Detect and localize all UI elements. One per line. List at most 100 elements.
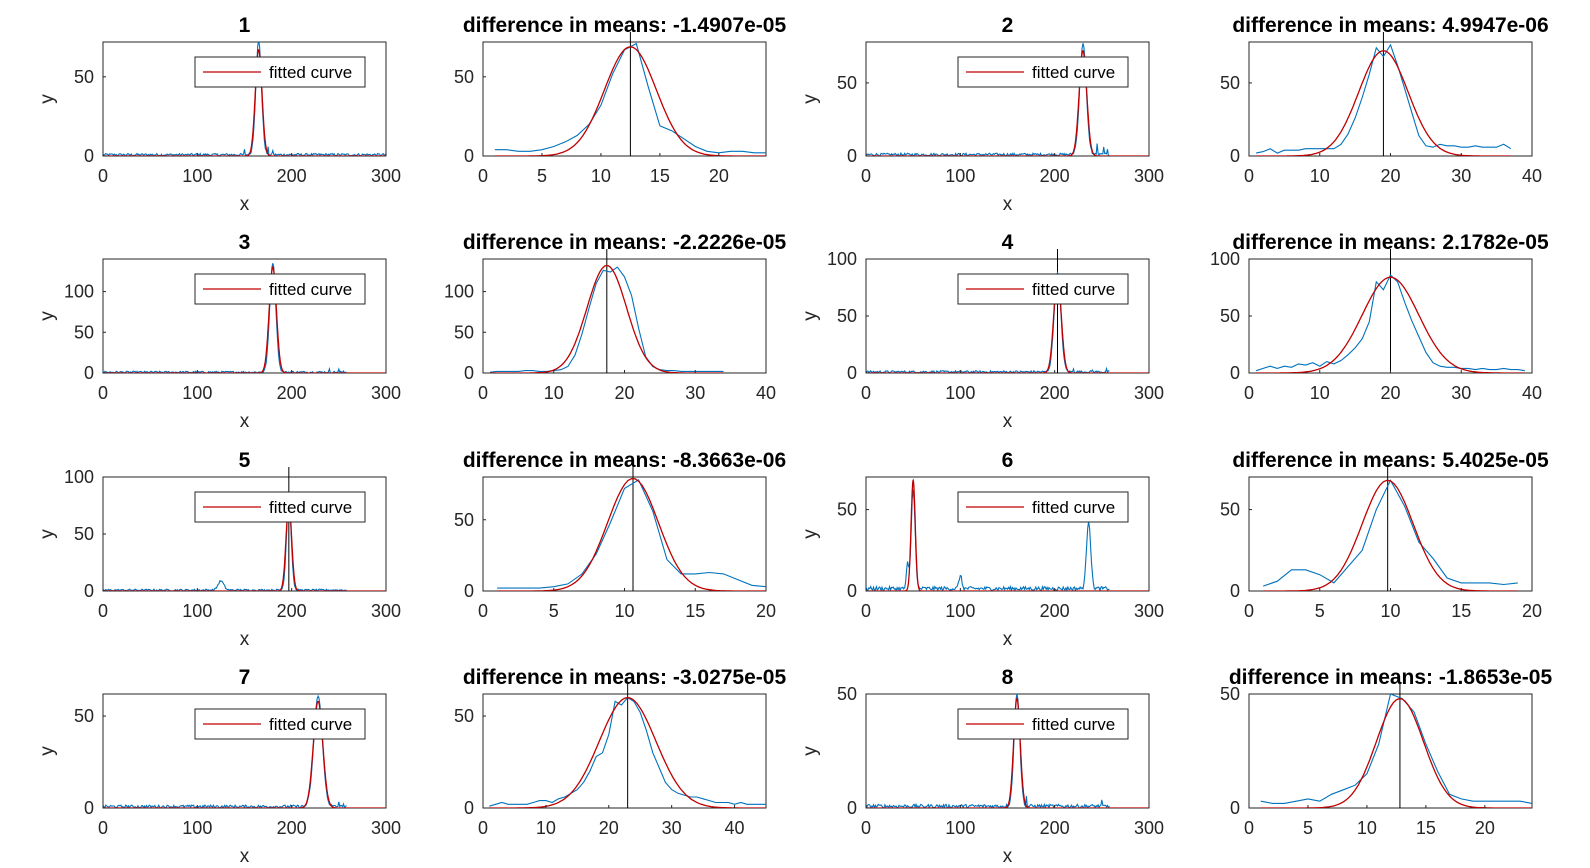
x-tick-label: 0 — [1244, 601, 1254, 621]
panel-title: difference in means: -8.3663e-06 — [463, 449, 786, 472]
x-tick-label: 15 — [1451, 601, 1471, 621]
x-tick-label: 5 — [549, 601, 559, 621]
legend: fitted curve — [957, 56, 1129, 88]
panel-p4: 0 10 20 30 40 0 50 difference in means: 4.9947e… — [1220, 14, 1549, 186]
y-tick-label: 50 — [74, 67, 94, 87]
x-axis-label: x — [1003, 846, 1013, 867]
fitted-curve-line — [1260, 697, 1532, 808]
series-group — [1260, 694, 1532, 808]
legend: fitted curve — [194, 273, 366, 305]
fitted-curve-line — [494, 46, 766, 156]
y-tick-label: 50 — [454, 322, 474, 342]
series-group — [103, 42, 386, 156]
x-tick-label: 0 — [98, 383, 108, 403]
x-tick-label: 10 — [544, 383, 564, 403]
panel-title: 3 — [239, 231, 251, 254]
y-tick-label: 50 — [74, 322, 94, 342]
x-tick-label: 20 — [1380, 383, 1400, 403]
panel-p14: 0 10 20 30 40 0 50 difference in means: -3.0275… — [454, 666, 787, 838]
x-tick-label: 0 — [861, 601, 871, 621]
y-tick-label: 0 — [84, 146, 94, 166]
x-tick-label: 200 — [1040, 166, 1070, 186]
x-tick-label: 300 — [1134, 601, 1164, 621]
x-tick-label: 20 — [599, 818, 619, 838]
x-tick-label: 100 — [182, 601, 212, 621]
x-tick-label: 5 — [1315, 601, 1325, 621]
series-group — [866, 43, 1149, 156]
x-tick-label: 20 — [1380, 166, 1400, 186]
x-tick-label: 300 — [1134, 383, 1164, 403]
x-tick-label: 100 — [945, 818, 975, 838]
legend-label: fitted curve — [1032, 715, 1115, 734]
x-tick-label: 15 — [685, 601, 705, 621]
y-tick-label: 50 — [837, 684, 857, 704]
x-tick-label: 100 — [945, 601, 975, 621]
panel-p12: 0 5 10 15 20 0 50 difference in means: 5.4025e-… — [1220, 449, 1549, 621]
y-tick-label: 50 — [454, 706, 474, 726]
x-tick-label: 200 — [1040, 383, 1070, 403]
x-tick-label: 300 — [1134, 818, 1164, 838]
axes-box — [1248, 693, 1533, 809]
x-tick-label: 5 — [537, 166, 547, 186]
data-line — [1255, 43, 1512, 154]
legend: fitted curve — [957, 273, 1129, 305]
series-group — [866, 694, 1149, 808]
y-tick-label: 0 — [84, 798, 94, 818]
series-group — [497, 477, 766, 591]
y-tick-label: 0 — [847, 146, 857, 166]
fitted-curve-line — [1263, 479, 1518, 591]
panel-title: 8 — [1002, 666, 1014, 689]
legend: fitted curve — [957, 708, 1129, 740]
y-tick-label: 50 — [1220, 684, 1240, 704]
fitted-curve-line — [866, 478, 1149, 591]
x-tick-label: 200 — [1040, 601, 1070, 621]
y-tick-label: 0 — [847, 363, 857, 383]
data-line — [497, 479, 766, 589]
y-tick-label: 50 — [1220, 306, 1240, 326]
x-tick-label: 30 — [662, 818, 682, 838]
x-tick-label: 100 — [182, 818, 212, 838]
x-tick-label: 0 — [1244, 818, 1254, 838]
y-axis-label: y — [37, 311, 58, 321]
y-tick-label: 50 — [454, 67, 474, 87]
x-tick-label: 0 — [861, 166, 871, 186]
y-tick-label: 100 — [444, 282, 474, 302]
x-tick-label: 0 — [1244, 166, 1254, 186]
x-axis-label: x — [240, 194, 250, 215]
legend: fitted curve — [957, 491, 1129, 523]
x-tick-label: 40 — [1522, 166, 1542, 186]
y-tick-label: 0 — [1230, 581, 1240, 601]
y-tick-label: 100 — [827, 249, 857, 269]
y-tick-label: 0 — [84, 363, 94, 383]
panel-title: difference in means: -2.2226e-05 — [463, 231, 787, 254]
y-axis-label: y — [37, 94, 58, 104]
y-axis-label: y — [800, 529, 821, 539]
y-tick-label: 0 — [847, 798, 857, 818]
legend-label: fitted curve — [269, 280, 352, 299]
series-group — [866, 478, 1149, 591]
panel-p13: 0 100 200 300 0 50 7 x y fitted curve — [37, 666, 401, 867]
panel-title: 2 — [1002, 14, 1014, 37]
series-group — [103, 499, 386, 591]
x-tick-label: 5 — [1303, 818, 1313, 838]
y-tick-label: 100 — [64, 282, 94, 302]
panel-p9: 0 100 200 300 0 50 100 5 x y fitted curve — [37, 449, 401, 650]
panel-title: 5 — [239, 449, 251, 472]
panel-title: 6 — [1002, 449, 1014, 472]
panel-title: difference in means: 5.4025e-05 — [1232, 449, 1549, 472]
panel-title: 7 — [239, 666, 251, 689]
data-line — [866, 43, 1110, 156]
x-tick-label: 10 — [614, 601, 634, 621]
x-axis-label: x — [240, 846, 250, 867]
x-tick-label: 100 — [182, 166, 212, 186]
x-tick-label: 10 — [1357, 818, 1377, 838]
fitted-curve-line — [1256, 276, 1525, 373]
legend-label: fitted curve — [269, 498, 352, 517]
legend-label: fitted curve — [1032, 498, 1115, 517]
x-tick-label: 0 — [98, 166, 108, 186]
x-tick-label: 20 — [1522, 601, 1542, 621]
x-tick-label: 300 — [1134, 166, 1164, 186]
panel-title: difference in means: -1.4907e-05 — [463, 14, 787, 37]
legend-label: fitted curve — [269, 63, 352, 82]
